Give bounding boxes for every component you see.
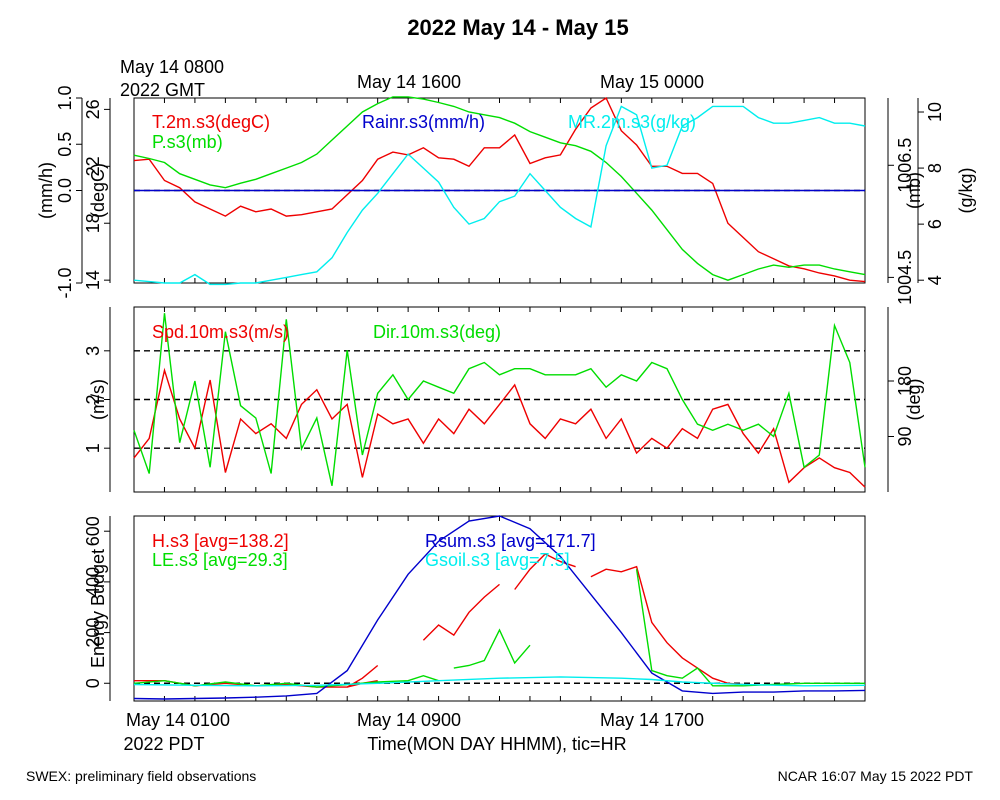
mr-tick-label: 8 <box>925 163 945 173</box>
chart-title: 2022 May 14 - May 15 <box>407 15 628 40</box>
mr-tick-label: 10 <box>925 102 945 122</box>
legend-wind-speed: Spd.10m.s3(m/s) <box>152 322 289 342</box>
dir-tick-label: 180 <box>895 366 915 396</box>
legend-net-radiation: Rsum.s3 [avg=171.7] <box>425 531 596 551</box>
legend-rain-rate: Rainr.s3(mm/h) <box>362 112 485 132</box>
legend-temperature: T.2m.s3(degC) <box>152 112 270 132</box>
spd-tick-label: 3 <box>83 346 103 356</box>
pdt-mid-label: May 14 0900 <box>357 710 461 730</box>
rain-tick-label: -1.0 <box>55 267 75 298</box>
footer-left: SWEX: preliminary field observations <box>26 768 256 784</box>
legend-soil-heat: Gsoil.s3 [avg=7.5] <box>425 550 570 570</box>
eb-tick-label: 400 <box>83 567 103 597</box>
spd-axis-label: (m/s) <box>88 379 108 420</box>
pdt-start-label: May 14 0100 <box>126 710 230 730</box>
legend-latent-heat: LE.s3 [avg=29.3] <box>152 550 288 570</box>
legend-pressure: P.s3(mb) <box>152 132 223 152</box>
mr-tick-label: 6 <box>925 219 945 229</box>
panel-middle: 1 2 3 (m/s) 90 180(deg) <box>83 306 924 493</box>
rain-tick-label: 0.0 <box>55 178 75 203</box>
pres-tick-label: 1004.5 <box>895 250 915 305</box>
series-line-h <box>422 583 500 641</box>
temp-tick-label: 26 <box>83 99 103 119</box>
pdt-year-label: 2022 PDT <box>123 734 204 754</box>
pres-tick-label: 1006.5 <box>895 138 915 193</box>
temp-tick-label: 22 <box>83 156 103 176</box>
eb-tick-label: 0 <box>83 678 103 688</box>
series-line-rsum <box>133 515 866 700</box>
series-line-spd <box>133 367 866 488</box>
gmt-year-label: 2022 GMT <box>120 80 205 100</box>
gmt-end-label: May 15 0000 <box>600 72 704 92</box>
gmt-mid-label: May 14 1600 <box>357 72 461 92</box>
series-line-t <box>133 96 866 283</box>
gmt-start-label: May 14 0800 <box>120 57 224 77</box>
series-line-le <box>453 628 531 669</box>
panel-top: -1.0 0.0 0.5 1.0 (mm/h) 14 18 22 26 (degC) 1004.5 1… <box>36 85 976 304</box>
mr-axis-label: (g/kg) <box>956 167 976 213</box>
series-line-p <box>133 96 866 281</box>
temp-tick-label: 14 <box>83 270 103 290</box>
series-line-gsoil <box>133 676 866 687</box>
rain-tick-label: 0.5 <box>55 132 75 157</box>
temp-tick-label: 18 <box>83 213 103 233</box>
panel-bottom: 0 200 400 600 Energy Budget <box>83 515 866 702</box>
mr-tick-label: 4 <box>925 275 945 285</box>
legend-sensible-heat: H.s3 [avg=138.2] <box>152 531 289 551</box>
series-line-le <box>635 569 865 687</box>
series-line-mr <box>133 105 866 286</box>
footer-right: NCAR 16:07 May 15 2022 PDT <box>778 768 974 784</box>
dir-tick-label: 90 <box>895 426 915 446</box>
spd-tick-label: 1 <box>83 443 103 453</box>
x-axis-title: Time(MON DAY HHMM), tic=HR <box>367 734 626 754</box>
eb-tick-label: 200 <box>83 618 103 648</box>
legend-wind-direction: Dir.10m.s3(deg) <box>373 322 501 342</box>
pdt-end-label: May 14 1700 <box>600 710 704 730</box>
series-line-dir <box>133 313 866 486</box>
temp-axis-label: (degC) <box>88 163 108 218</box>
spd-tick-label: 2 <box>83 394 103 404</box>
rain-tick-label: 1.0 <box>55 85 75 110</box>
eb-axis-label: Energy Budget <box>88 549 108 668</box>
pres-axis-label: (mb) <box>904 172 924 209</box>
dir-axis-label: (deg) <box>904 378 924 420</box>
series-line-h <box>590 565 744 686</box>
rain-axis-label: (mm/h) <box>36 162 56 219</box>
eb-tick-label: 600 <box>83 516 103 546</box>
legend-mixing-ratio: MR.2m.s3(g/kg) <box>568 112 696 132</box>
